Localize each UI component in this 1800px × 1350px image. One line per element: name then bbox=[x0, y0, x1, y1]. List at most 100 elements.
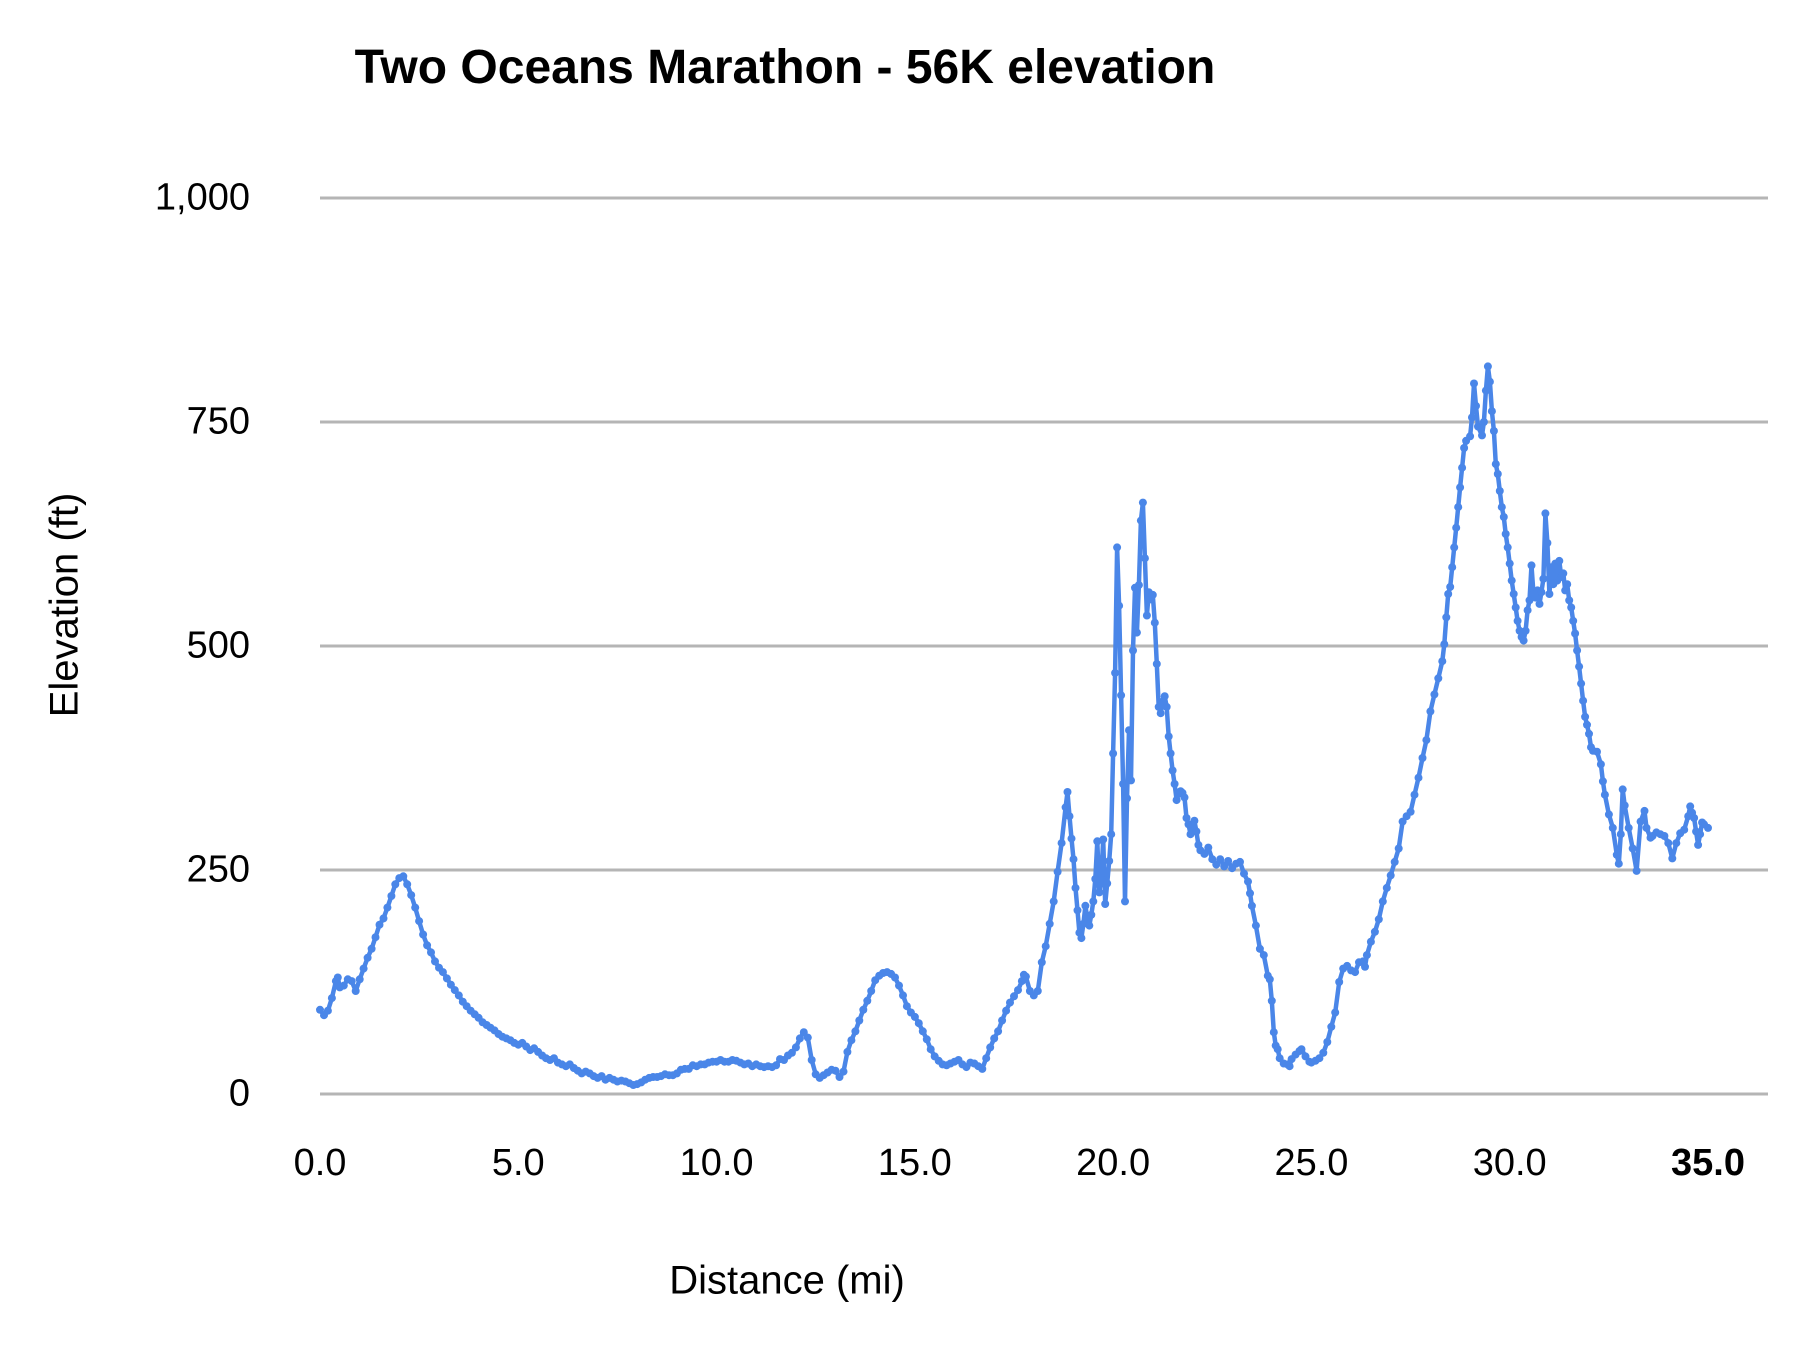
data-point bbox=[1487, 407, 1496, 416]
data-point bbox=[1680, 825, 1689, 834]
data-point bbox=[363, 953, 372, 962]
data-point bbox=[1069, 855, 1078, 864]
y-axis-title: Elevation (ft) bbox=[42, 492, 87, 718]
data-point bbox=[1571, 629, 1580, 638]
data-point bbox=[1041, 942, 1050, 951]
data-point bbox=[1105, 857, 1114, 865]
data-point bbox=[438, 968, 447, 977]
data-point bbox=[1192, 827, 1201, 836]
data-point bbox=[1593, 747, 1601, 756]
data-point bbox=[1180, 793, 1189, 802]
data-point bbox=[1136, 516, 1145, 525]
data-point bbox=[1370, 927, 1379, 936]
data-point bbox=[1265, 975, 1274, 984]
data-point bbox=[375, 920, 384, 929]
data-point bbox=[1600, 790, 1609, 799]
data-point bbox=[1458, 463, 1467, 472]
data-point bbox=[1121, 897, 1129, 906]
data-point bbox=[1472, 401, 1480, 410]
data-point bbox=[843, 1047, 852, 1056]
data-point bbox=[1636, 817, 1645, 826]
data-point bbox=[367, 944, 376, 953]
data-point bbox=[1109, 749, 1118, 758]
data-point bbox=[1327, 1022, 1336, 1031]
data-point bbox=[442, 974, 451, 983]
data-point bbox=[1172, 796, 1181, 805]
data-point bbox=[982, 1054, 991, 1063]
data-point bbox=[1240, 869, 1248, 878]
data-point bbox=[1579, 696, 1588, 705]
data-point bbox=[355, 975, 364, 984]
data-point bbox=[1246, 889, 1254, 898]
data-point bbox=[1442, 613, 1451, 622]
data-point bbox=[1446, 582, 1455, 591]
data-point bbox=[978, 1064, 987, 1073]
data-point bbox=[1616, 830, 1625, 839]
data-point bbox=[1466, 432, 1475, 441]
data-point bbox=[1053, 867, 1062, 876]
x-tick-label-10.0: 10.0 bbox=[679, 1142, 754, 1184]
data-point bbox=[1057, 839, 1066, 848]
data-point bbox=[1456, 483, 1465, 492]
data-point bbox=[1089, 897, 1098, 906]
data-point bbox=[1507, 576, 1516, 585]
data-point bbox=[339, 981, 348, 990]
data-point bbox=[1319, 1048, 1328, 1057]
data-point bbox=[1525, 596, 1534, 605]
data-point bbox=[383, 903, 392, 912]
data-point bbox=[387, 892, 396, 900]
data-point bbox=[1267, 996, 1276, 1005]
data-point bbox=[1156, 709, 1165, 718]
data-point bbox=[855, 1016, 864, 1025]
data-point bbox=[1418, 754, 1427, 762]
data-point bbox=[791, 1043, 800, 1052]
y-tick-label-1,000: 1,000 bbox=[154, 176, 250, 219]
data-point bbox=[1535, 599, 1544, 608]
data-point bbox=[1406, 807, 1415, 816]
data-point bbox=[391, 880, 400, 889]
data-point bbox=[1067, 834, 1076, 843]
data-point bbox=[1519, 636, 1528, 645]
data-point bbox=[1037, 958, 1046, 967]
data-point bbox=[1087, 910, 1096, 919]
data-point bbox=[1061, 803, 1070, 812]
data-point bbox=[1073, 906, 1082, 915]
data-point bbox=[1573, 646, 1582, 655]
data-point bbox=[1483, 362, 1492, 371]
data-point bbox=[859, 1005, 868, 1014]
data-point bbox=[1444, 590, 1453, 598]
data-point bbox=[1565, 596, 1574, 605]
data-point bbox=[1115, 601, 1124, 610]
data-point bbox=[863, 996, 872, 1005]
data-point bbox=[895, 981, 903, 990]
data-point bbox=[1567, 603, 1576, 612]
data-point bbox=[1426, 707, 1435, 716]
data-point bbox=[1006, 998, 1014, 1007]
data-point bbox=[1527, 561, 1536, 570]
data-point bbox=[1297, 1045, 1306, 1054]
data-point bbox=[1107, 830, 1116, 839]
data-point bbox=[1511, 603, 1520, 612]
data-point bbox=[1686, 802, 1695, 811]
data-point bbox=[1430, 690, 1439, 699]
data-point bbox=[922, 1035, 931, 1044]
data-point bbox=[1468, 413, 1476, 422]
data-point bbox=[1628, 844, 1637, 853]
data-point bbox=[1422, 736, 1431, 745]
data-point bbox=[1598, 777, 1607, 786]
data-point bbox=[1244, 877, 1252, 886]
data-point bbox=[1010, 992, 1018, 1001]
data-point bbox=[1664, 839, 1673, 848]
data-point bbox=[1543, 539, 1552, 547]
data-point bbox=[1390, 857, 1399, 866]
data-point bbox=[1618, 785, 1627, 794]
data-point bbox=[1164, 732, 1173, 741]
data-point bbox=[1596, 760, 1605, 769]
data-point bbox=[1269, 1028, 1278, 1037]
data-point bbox=[1497, 503, 1506, 512]
data-point bbox=[1362, 951, 1371, 960]
data-point bbox=[1489, 427, 1498, 435]
data-point bbox=[1434, 674, 1443, 683]
